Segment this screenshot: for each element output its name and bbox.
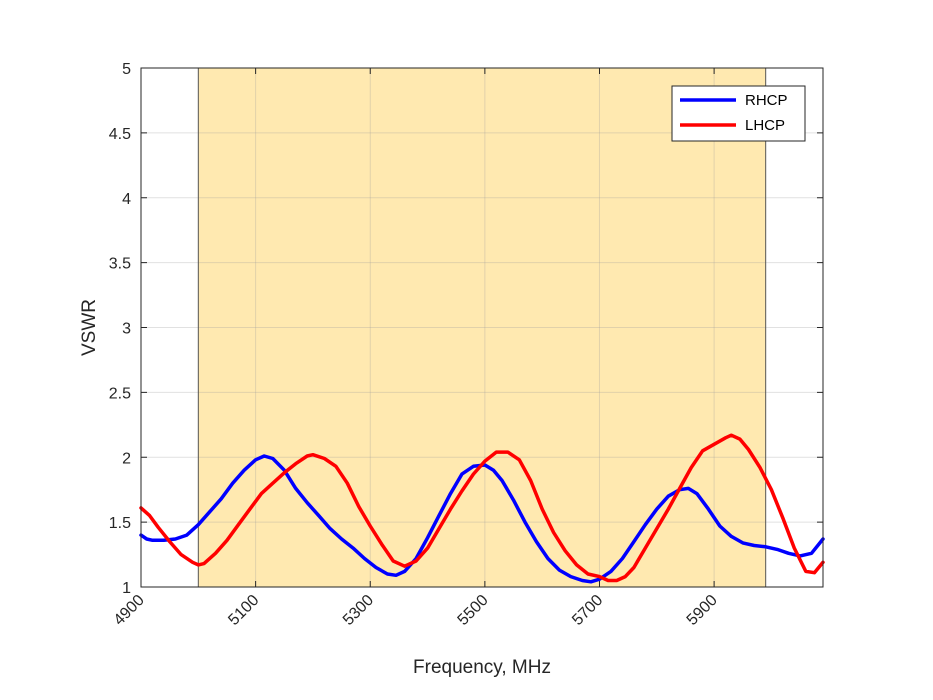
legend-label-rhcp: RHCP — [745, 92, 788, 109]
y-tick-label: 3 — [122, 321, 131, 338]
y-tick-label: 2.5 — [109, 385, 131, 402]
y-tick-label: 1.5 — [109, 515, 131, 532]
y-tick-labels: 1 1.5 2 2.5 3 3.5 4 4.5 5 — [109, 61, 131, 597]
legend-box — [671, 85, 806, 142]
y-tick-label: 3.5 — [109, 256, 131, 273]
y-tick-label: 2 — [122, 450, 131, 467]
y-tick-label: 4 — [122, 191, 131, 208]
x-axis-label: Frequency, MHz — [413, 657, 551, 678]
legend-label-lhcp: LHCP — [745, 117, 785, 134]
axis-ticks — [140, 67, 823, 588]
y-tick-label: 4.5 — [109, 126, 131, 143]
series-lines — [139, 433, 825, 584]
y-tick-label: 1 — [122, 580, 131, 597]
y-tick-label: 5 — [122, 61, 131, 78]
series-line-lhcp — [139, 433, 825, 583]
shaded-band-edges — [197, 68, 767, 587]
legend: RHCP LHCP — [671, 85, 806, 142]
y-axis-label: VSWR — [79, 299, 100, 356]
